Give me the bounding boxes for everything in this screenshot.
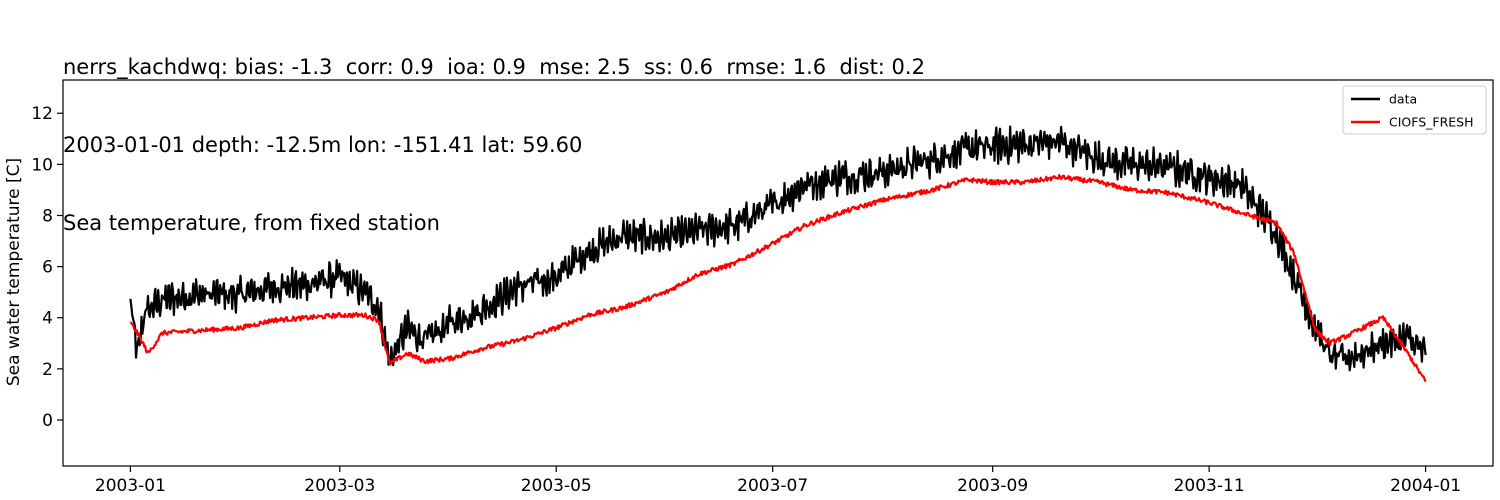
legend-entry: CIOFS_FRESH — [1389, 115, 1474, 130]
y-tick-label: 10 — [31, 155, 53, 175]
chart-title-line-2: 2003-01-01 depth: -12.5m lon: -151.41 la… — [63, 133, 583, 157]
x-tick-label: 2003-01 — [95, 476, 166, 496]
y-axis-label: Sea water temperature [C] — [4, 158, 24, 386]
x-tick-label: 2003-09 — [957, 476, 1028, 496]
chart-title-line-3: Sea temperature, from fixed station — [63, 211, 440, 235]
series-line-data — [129, 125, 1427, 372]
y-tick-label: 2 — [42, 360, 53, 380]
y-tick-label: 4 — [42, 309, 53, 329]
x-tick-label: 2003-07 — [737, 476, 808, 496]
chart-title-block: nerrs_kachdwq: bias: -1.3 corr: 0.9 ioa:… — [63, 2, 925, 262]
x-tick-label: 2004-01 — [1390, 476, 1461, 496]
x-tick-label: 2003-03 — [304, 476, 375, 496]
series-line-ciofs-fresh — [129, 174, 1427, 383]
chart-title-line-1: nerrs_kachdwq: bias: -1.3 corr: 0.9 ioa:… — [63, 55, 925, 79]
plot-frame — [62, 79, 1494, 467]
y-tick-label: 12 — [31, 104, 53, 124]
x-tick-label: 2003-05 — [521, 476, 592, 496]
y-tick-label: 8 — [42, 206, 53, 226]
legend-entry: data — [1389, 92, 1417, 107]
y-tick-label: 6 — [42, 258, 53, 278]
legend: data CIOFS_FRESH — [1342, 85, 1487, 135]
x-tick-label: 2003-11 — [1174, 476, 1245, 496]
y-tick-label: 0 — [42, 411, 53, 431]
